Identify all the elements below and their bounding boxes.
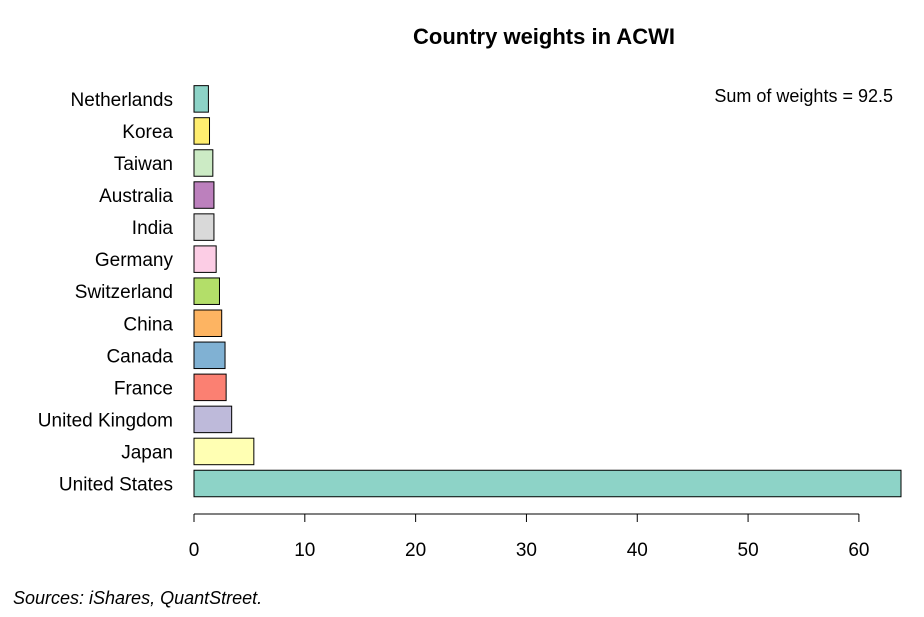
- x-tick-label-20: 20: [405, 540, 426, 561]
- category-label-netherlands: Netherlands: [71, 90, 173, 111]
- category-label-taiwan: Taiwan: [114, 154, 173, 175]
- bar-korea: [193, 117, 211, 145]
- bar-canada: [193, 341, 226, 370]
- bars-group: [193, 85, 902, 498]
- bar-switzerland: [193, 277, 220, 305]
- category-label-korea: Korea: [122, 122, 173, 143]
- category-label-canada: Canada: [106, 346, 173, 367]
- chart-title: Country weights in ACWI: [413, 24, 675, 49]
- bar-india: [193, 213, 215, 241]
- x-tick-label-50: 50: [738, 540, 759, 561]
- x-tick-label-30: 30: [516, 540, 537, 561]
- bar-australia: [193, 181, 215, 209]
- bar-china: [193, 309, 223, 337]
- x-tick-label-10: 10: [294, 540, 315, 561]
- x-axis: 0 10 20 30 40 50 60: [189, 513, 869, 561]
- bar-netherlands: [193, 85, 209, 113]
- bar-france: [193, 373, 227, 402]
- category-label-france: France: [114, 378, 173, 399]
- bar-united-kingdom: [193, 405, 233, 434]
- category-label-united-kingdom: United Kingdom: [38, 410, 173, 431]
- category-label-australia: Australia: [99, 186, 173, 207]
- category-label-india: India: [132, 218, 174, 239]
- category-label-china: China: [123, 314, 173, 335]
- x-tick-label-0: 0: [189, 540, 200, 561]
- bar-chart: Country weights in ACWI Sum of weights =…: [38, 24, 902, 561]
- x-tick-label-40: 40: [627, 540, 648, 561]
- category-label-united-states: United States: [59, 475, 173, 496]
- bar-germany: [193, 245, 217, 273]
- x-tick-label-60: 60: [848, 540, 869, 561]
- bar-taiwan: [193, 149, 214, 177]
- category-label-germany: Germany: [95, 250, 174, 271]
- category-labels: United States Japan United Kingdom France Ca…: [38, 90, 174, 496]
- category-label-japan: Japan: [121, 442, 173, 463]
- sum-of-weights-annotation: Sum of weights = 92.5: [714, 86, 893, 106]
- bar-japan: [193, 437, 255, 466]
- source-note: Sources: iShares, QuantStreet.: [13, 588, 263, 608]
- bar-united-states: [193, 469, 902, 498]
- category-label-switzerland: Switzerland: [75, 282, 173, 303]
